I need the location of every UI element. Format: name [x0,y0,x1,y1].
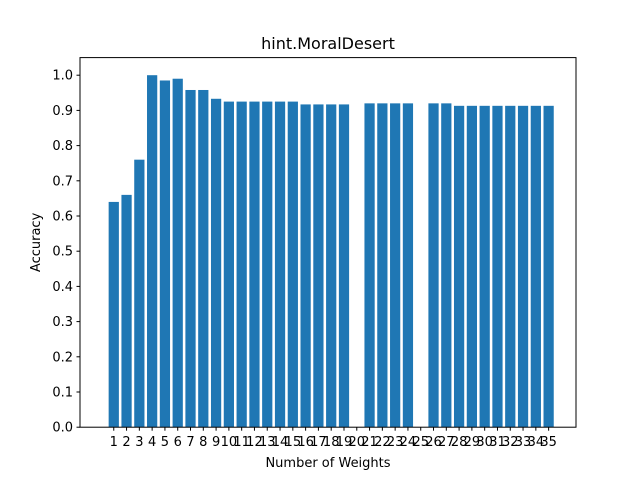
x-tick-label: 12 [246,435,263,450]
x-tick-label: 27 [438,435,455,450]
bar-33 [517,105,529,428]
y-tick-label: 0.3 [52,315,73,330]
x-tick-label: 13 [259,435,276,450]
x-tick-label: 28 [451,435,468,450]
x-tick-label: 15 [285,435,302,450]
bar-9 [210,98,222,428]
bar-6 [172,78,183,428]
bar-26 [428,103,439,428]
x-tick-label: 2 [122,435,130,450]
bar-24 [402,103,414,428]
bar-16 [300,104,311,428]
chart-title: hint.MoralDesert [261,34,395,53]
y-tick-label: 0.7 [52,174,73,189]
bar-29 [466,105,478,428]
bar-35 [543,105,554,428]
bar-22 [377,103,388,428]
bar-17 [313,104,324,428]
bar-14 [274,101,286,428]
x-tick-label: 30 [476,435,493,450]
x-tick-label: 5 [161,435,169,450]
bar-7 [185,89,196,428]
x-tick-label: 35 [540,435,557,450]
x-tick-label: 32 [502,435,519,450]
bars-group [108,75,554,428]
y-tick-label: 0.4 [52,280,73,295]
x-tick-label: 19 [336,435,353,450]
bar-18 [326,104,337,428]
x-axis-ticks: 1 2 3 4 5 6 7 8 9 1011121314151617181920212223242… [110,427,557,450]
x-tick-label: 20 [349,435,366,450]
y-axis-ticks: 0.0 0.1 0.2 0.3 0.4 0.5 0.6 0.7 0.8 0.9 1.0 [52,69,80,436]
y-tick-label: 0.0 [52,421,73,436]
x-tick-label: 11 [233,435,250,450]
bar-11 [236,101,247,428]
x-tick-label: 29 [464,435,481,450]
bar-4 [147,75,158,428]
bar-31 [492,105,503,428]
x-tick-label: 3 [135,435,143,450]
y-tick-label: 0.9 [52,104,73,119]
x-tick-label: 26 [425,435,442,450]
x-tick-label: 34 [528,435,545,450]
x-tick-label: 6 [174,435,182,450]
bar-32 [505,105,516,428]
x-tick-label: 33 [515,435,532,450]
x-tick-label: 4 [148,435,156,450]
x-tick-label: 7 [186,435,194,450]
bar-34 [530,105,541,428]
x-tick-label: 23 [387,435,404,450]
y-tick-label: 1.0 [52,69,73,84]
y-tick-label: 0.1 [52,386,73,401]
x-tick-label: 25 [412,435,429,450]
x-tick-label: 10 [221,435,238,450]
bar-23 [390,103,401,428]
plot-frame [79,57,577,428]
bar-3 [134,159,145,428]
bar-2 [121,194,132,428]
x-tick-label: 8 [199,435,207,450]
bar-1 [108,201,119,428]
x-tick-label: 14 [272,435,289,450]
bar-15 [287,101,298,428]
x-tick-label: 16 [297,435,314,450]
y-tick-label: 0.6 [52,210,73,225]
x-axis-label: Number of Weights [265,456,390,471]
bar-21 [364,103,375,428]
x-tick-label: 22 [374,435,391,450]
bar-19 [338,104,350,428]
x-tick-label: 1 [110,435,118,450]
x-tick-label: 17 [310,435,327,450]
y-tick-label: 0.8 [52,139,73,154]
x-tick-label: 24 [400,435,417,450]
x-tick-label: 9 [212,435,220,450]
bar-5 [159,80,171,428]
x-tick-label: 21 [361,435,378,450]
bar-8 [198,89,209,428]
y-axis-label: Accuracy [29,212,44,272]
x-tick-label: 31 [489,435,506,450]
y-tick-label: 0.2 [52,350,73,365]
bar-10 [223,101,234,428]
x-tick-label: 18 [323,435,340,450]
bar-27 [441,103,452,428]
y-tick-label: 0.5 [52,245,73,260]
bar-12 [249,101,260,428]
bar-30 [479,105,490,428]
bar-28 [453,105,465,428]
bar-13 [262,101,273,428]
